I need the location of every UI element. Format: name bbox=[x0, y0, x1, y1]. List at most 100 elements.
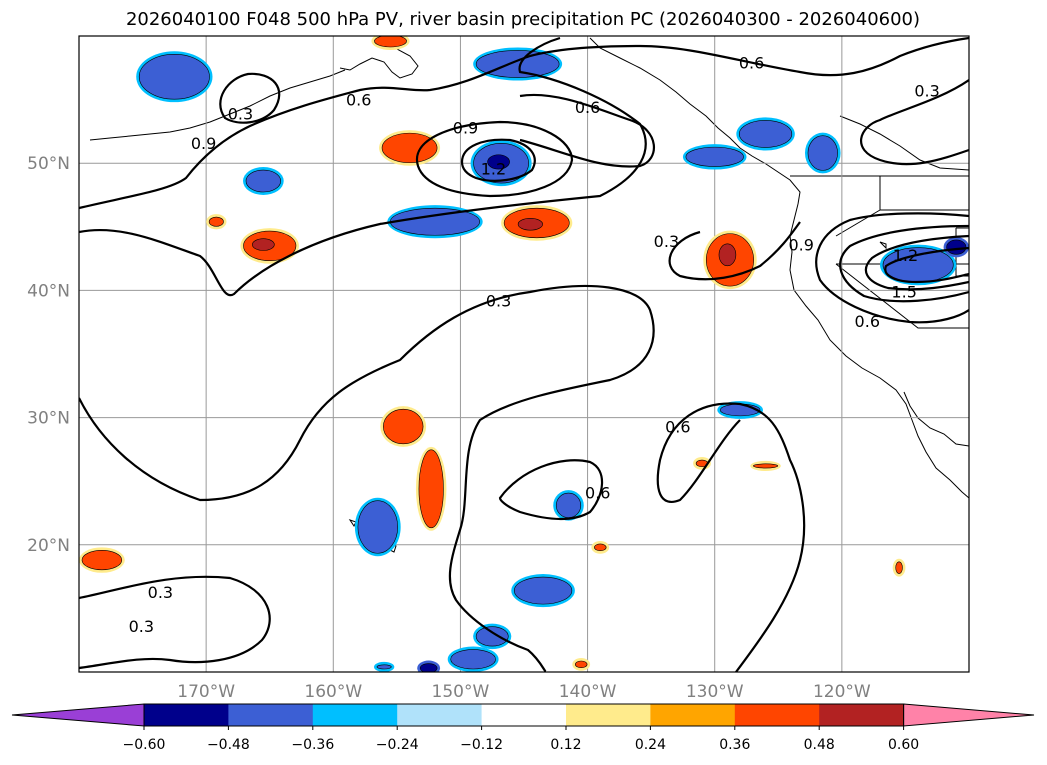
pv-contour-0.9-center bbox=[415, 120, 574, 198]
pv-contour-label: 0.3 bbox=[914, 82, 939, 101]
pv-contour-label: 0.6 bbox=[585, 484, 610, 503]
lon-tick-label: 160°W bbox=[304, 682, 362, 702]
map-area: 0.9 0.3 0.6 0.9 1.2 0.6 0.6 0.3 0.3 0.9 1.2 1.5 0.6 0… bbox=[79, 36, 969, 672]
pv-contour-1.2-east bbox=[864, 234, 969, 291]
precip-region-negative bbox=[739, 120, 793, 148]
colorbar-segment bbox=[819, 704, 905, 726]
precip-region-negative bbox=[245, 169, 281, 193]
pv-contour-0.3-nw bbox=[219, 72, 281, 124]
colorbar-tick-label: 0.12 bbox=[550, 737, 581, 753]
precip-region-negative bbox=[357, 500, 398, 554]
pv-contour-0.3-sw bbox=[79, 575, 271, 670]
lon-tick-label: 120°W bbox=[813, 682, 871, 702]
precip-pc-shading bbox=[79, 36, 969, 672]
precip-region-negative bbox=[475, 50, 560, 78]
colorbar-segment bbox=[312, 704, 398, 726]
lat-tick-label: 30°N bbox=[27, 409, 70, 429]
colorbar-tick-label: 0.48 bbox=[804, 737, 835, 753]
precip-region-strong_positive bbox=[517, 218, 543, 231]
lon-tick-label: 130°W bbox=[686, 682, 744, 702]
lat-tick-label: 20°N bbox=[27, 536, 70, 556]
precip-region-strong_positive bbox=[252, 238, 275, 251]
precip-region-positive bbox=[208, 216, 224, 227]
pv-contour-0.6-north bbox=[79, 36, 969, 210]
precip-region-positive bbox=[418, 449, 444, 529]
pv-contour-label: 0.3 bbox=[228, 105, 253, 124]
colorbar-tick-label: −0.12 bbox=[460, 737, 503, 753]
pv-contour-label: 0.6 bbox=[739, 54, 764, 73]
pv-contour-label: 0.6 bbox=[575, 98, 600, 117]
colorbar-segment bbox=[650, 704, 736, 726]
pv-contour-1.5-east bbox=[884, 246, 969, 284]
figure-title: 2026040100 F048 500 hPa PV, river basin … bbox=[126, 9, 920, 30]
lat-tick-label: 40°N bbox=[27, 281, 70, 301]
colorbar: −0.60 −0.48 −0.36 −0.24 −0.12 0.12 0.24 0.36 0.4… bbox=[11, 703, 1035, 753]
colorbar-tick-label: −0.24 bbox=[376, 737, 419, 753]
pv-contour-0.6-south bbox=[498, 459, 604, 521]
pv-contour-label: 0.9 bbox=[191, 134, 216, 153]
precip-region-negative bbox=[450, 649, 496, 670]
pv-contour-0.6-east bbox=[815, 212, 969, 324]
colorbar-segment bbox=[734, 704, 820, 726]
pv-contour-label: 1.2 bbox=[893, 246, 918, 265]
colorbar-extend-low bbox=[11, 703, 145, 727]
pv-contour-0.3-ne bbox=[859, 79, 969, 166]
pv-contours bbox=[79, 36, 969, 672]
colorbar-segment bbox=[566, 704, 651, 726]
pv-contour-0.9-east bbox=[839, 224, 969, 303]
precip-region-strong_negative bbox=[419, 663, 438, 672]
pv-contour-0.6-loop bbox=[519, 93, 655, 168]
pv-contour-1.2-center bbox=[460, 138, 536, 182]
colorbar-tick-label: −0.36 bbox=[291, 737, 334, 753]
colorbar-segment bbox=[228, 704, 314, 726]
lon-tick-label: 170°W bbox=[177, 682, 235, 702]
lat-tick-label: 50°N bbox=[27, 154, 70, 174]
colorbar-extend-high bbox=[903, 703, 1035, 727]
coastline bbox=[89, 37, 969, 499]
pv-contour-0.3-center bbox=[79, 284, 655, 672]
longitude-tick-labels: 170°W 160°W 150°W 140°W 130°W 120°W bbox=[177, 682, 871, 702]
precip-region-negative bbox=[513, 576, 573, 605]
precip-region-strong_positive bbox=[718, 243, 737, 267]
colorbar-segment bbox=[481, 704, 567, 726]
precip-region-negative bbox=[138, 53, 210, 100]
latitude-tick-labels: 20°N 30°N 40°N 50°N bbox=[27, 154, 70, 556]
pv-contour-label: 0.6 bbox=[855, 312, 880, 331]
colorbar-tick-label: 0.60 bbox=[888, 737, 919, 753]
colorbar-frame bbox=[143, 703, 905, 727]
pv-contour-label: 0.3 bbox=[654, 232, 679, 251]
precip-region-negative bbox=[807, 135, 838, 171]
precip-region-positive bbox=[383, 408, 424, 445]
colorbar-segment bbox=[397, 704, 483, 726]
colorbar-tick-label: 0.24 bbox=[635, 737, 666, 753]
lon-tick-label: 150°W bbox=[432, 682, 490, 702]
colorbar-tick-label: 0.36 bbox=[719, 737, 750, 753]
pv-contour-0.3-coast bbox=[668, 221, 801, 281]
pv-contour-label: 0.6 bbox=[346, 91, 371, 110]
precip-region-negative bbox=[555, 492, 582, 518]
pv-contour-label: 0.3 bbox=[148, 583, 173, 602]
pv-contour-label: 0.6 bbox=[665, 418, 690, 437]
precip-region-strong_negative bbox=[946, 239, 967, 255]
colorbar-tick-label: −0.48 bbox=[207, 737, 250, 753]
colorbar-segment bbox=[144, 704, 229, 726]
pv-contour-0.3-north bbox=[79, 36, 647, 297]
lon-tick-label: 140°W bbox=[559, 682, 617, 702]
pv-contour-label: 1.5 bbox=[891, 283, 916, 302]
pv-contour-labels: 0.9 0.3 0.6 0.9 1.2 0.6 0.6 0.3 0.3 0.9 1.2 1.5 0.6 0… bbox=[129, 54, 940, 636]
pv-contour-label: 0.3 bbox=[486, 292, 511, 311]
precip-region-positive bbox=[753, 463, 779, 469]
pv-contour-0.3-east bbox=[656, 402, 806, 672]
precip-region-strong_negative bbox=[487, 154, 510, 170]
pv-contour-label: 1.2 bbox=[481, 159, 506, 178]
precip-region-positive bbox=[81, 550, 123, 571]
precip-region-positive bbox=[381, 132, 438, 164]
colorbar-tick-label: −0.60 bbox=[123, 737, 166, 753]
precip-region-positive bbox=[594, 543, 607, 552]
precip-region-positive bbox=[374, 36, 407, 48]
map-frame bbox=[78, 35, 970, 673]
precip-region-positive bbox=[895, 561, 903, 574]
precip-region-negative bbox=[475, 626, 509, 647]
pv-contour-label: 0.3 bbox=[129, 617, 154, 636]
